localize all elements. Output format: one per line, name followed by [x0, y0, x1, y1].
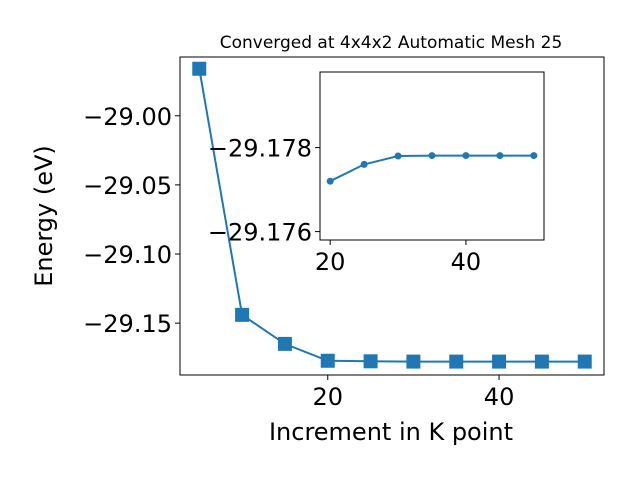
main-y-tick-label: −29.00	[83, 103, 172, 131]
y-axis-label: Energy (eV)	[30, 145, 58, 287]
inset-data-point	[360, 160, 368, 168]
main-data-point	[406, 354, 421, 369]
inset-data-point	[326, 177, 334, 185]
chart-title: Converged at 4x4x2 Automatic Mesh 25	[220, 33, 563, 53]
inset-data-point	[462, 152, 470, 160]
main-y-tick-label: −29.15	[83, 310, 172, 338]
inset-y-tick-label: −29.178	[208, 135, 312, 163]
main-data-point	[363, 354, 378, 369]
main-series-line	[198, 68, 585, 363]
inset-data-point	[496, 152, 504, 160]
main-data-point	[320, 353, 335, 368]
main-data-point	[277, 336, 292, 351]
main-data-point	[534, 354, 549, 369]
main-data-point	[192, 61, 207, 76]
main-x-tick-label: 40	[484, 383, 515, 411]
inset-y-tick-label: −29.176	[208, 219, 312, 247]
x-axis-label: Increment in K point	[269, 418, 513, 446]
main-x-tick-label: 20	[312, 383, 343, 411]
main-y-tick-label: −29.10	[83, 241, 172, 269]
main-data-point	[492, 354, 507, 369]
inset-plot-frame	[319, 71, 545, 241]
inset-x-tick-label: 20	[315, 248, 346, 276]
main-data-point	[449, 354, 464, 369]
main-data-point	[577, 354, 592, 369]
inset-data-point	[530, 152, 538, 160]
inset-data-point	[394, 152, 402, 160]
main-plot-frame	[179, 56, 605, 376]
inset-x-tick-label: 40	[451, 248, 482, 276]
inset-data-point	[428, 152, 436, 160]
main-data-point	[235, 307, 250, 322]
main-y-tick-label: −29.05	[83, 172, 172, 200]
main-plot: 20 40 −29.00 −29.05 −29.10 −29.15	[83, 61, 592, 411]
inset-plot: 20 40 −29.178 −29.176	[208, 135, 538, 276]
